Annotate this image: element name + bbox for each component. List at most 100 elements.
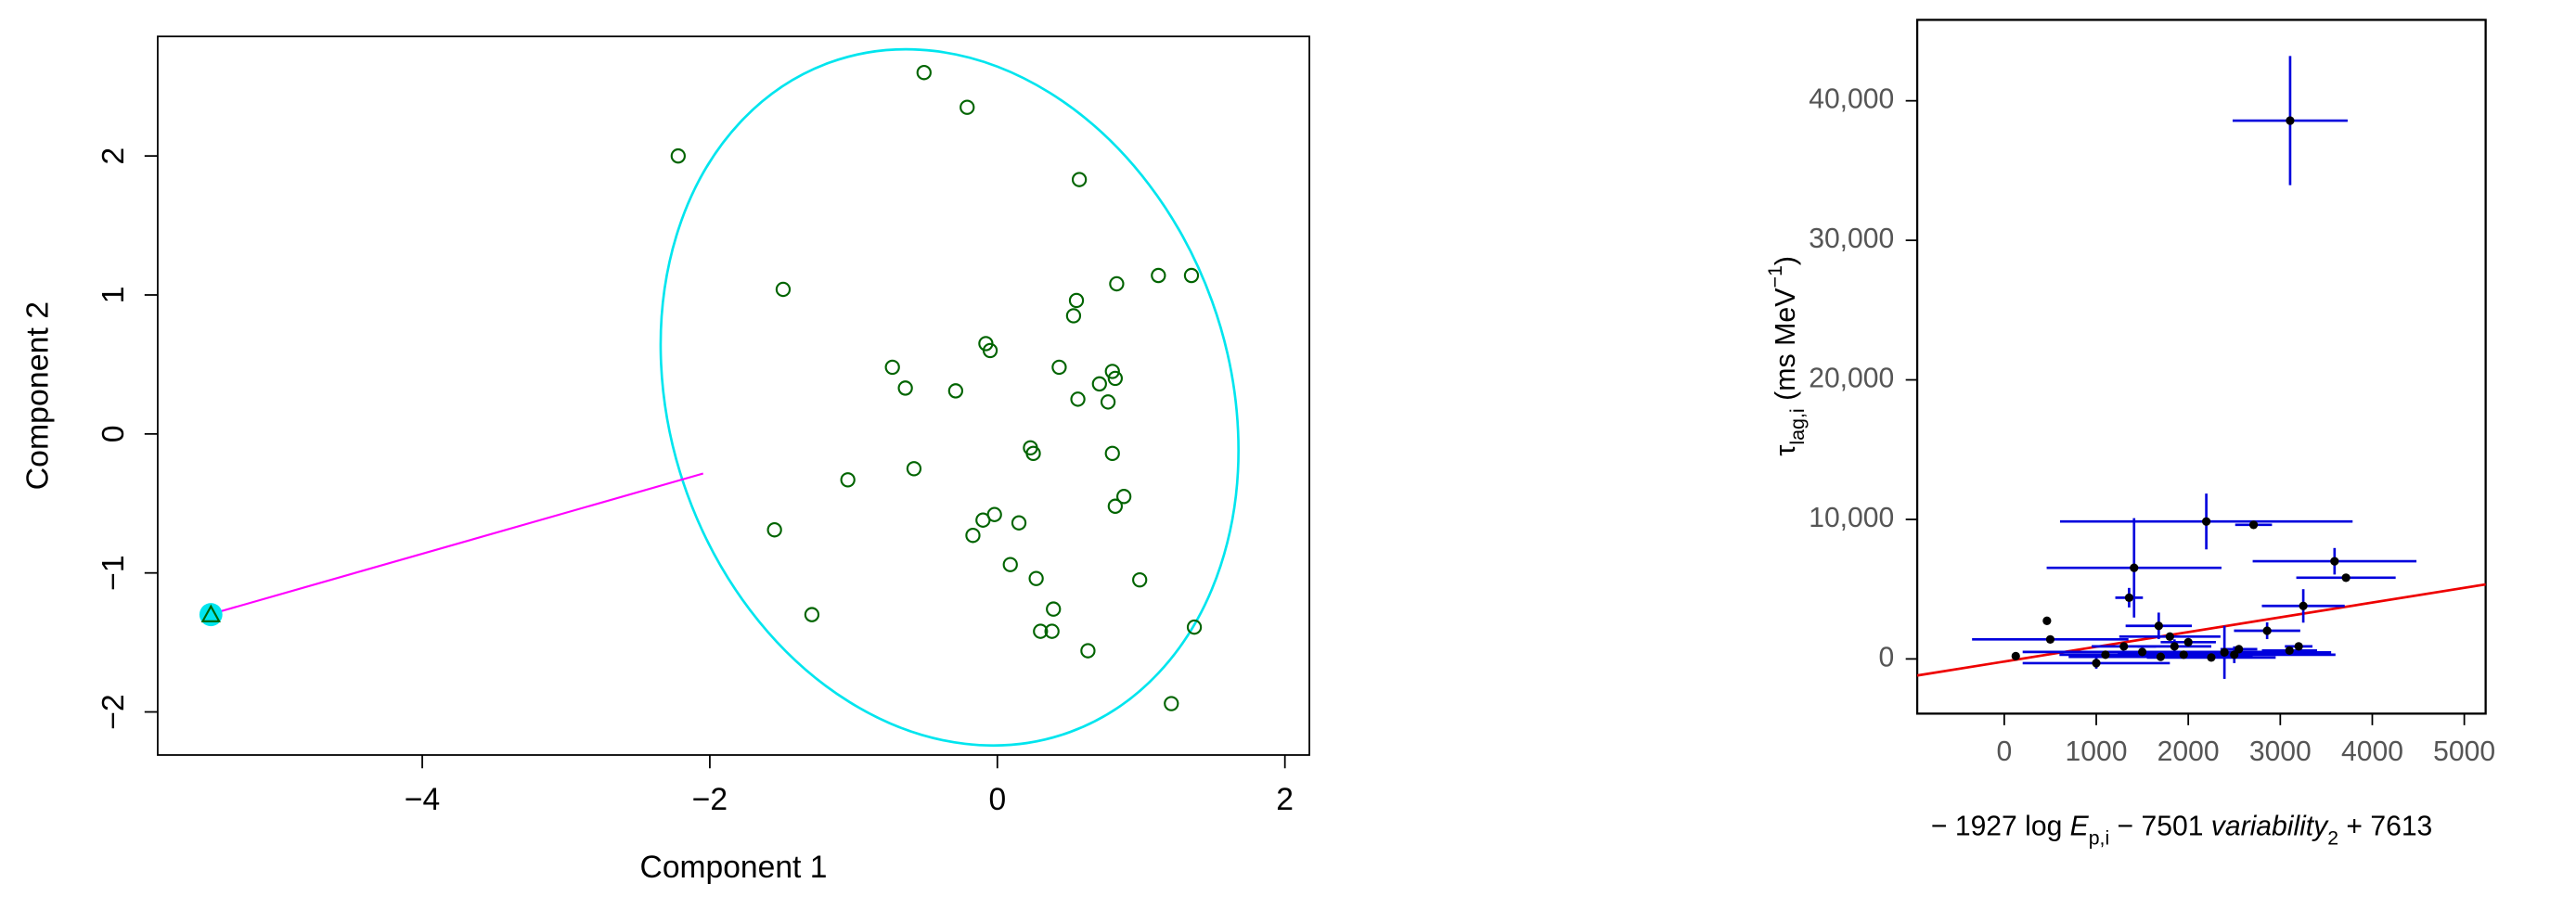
point [1025,445,1041,462]
y-tick-label: −1 [96,555,131,591]
x-tick-label: −2 [692,782,728,817]
point [2137,647,2147,657]
point [2341,573,2351,583]
regression-panel: 0 1000 2000 3000 4000 5000 0 10,000 20,000 30,000… [1764,19,2495,849]
pca-panel: −4 −2 0 2 −2 −1 0 1 2 Component 1 Component 2 [19,35,1310,885]
point [2165,632,2174,641]
y-tick-label: 2 [96,147,131,165]
point [975,512,991,528]
point [1002,557,1018,572]
x-axis-label: Component 1 [640,850,828,885]
y-axis-label: Component 2 [19,301,55,491]
point [2124,593,2134,602]
point [670,147,686,164]
point [2285,646,2294,656]
point [1104,364,1120,379]
y-tick-label: −2 [96,694,131,730]
point [1100,394,1116,410]
x-tick-label: 2 [1276,782,1294,817]
point [2330,557,2339,566]
point [1164,696,1179,711]
x-tick-label: 3000 [2249,736,2312,767]
outlier-point [200,604,221,622]
point [982,342,998,359]
point [916,65,932,81]
y-tick-label: 10,000 [1809,503,1894,533]
point [1065,308,1082,324]
label-part: (ms MeV [1771,288,1801,409]
point [1132,571,1148,588]
plot-frame [157,35,1310,756]
confidence-ellipse [659,47,1240,748]
label-part: ) [1771,256,1801,265]
point [960,99,975,115]
point [1109,275,1125,292]
point [1070,391,1086,407]
point [947,383,964,399]
label-part: + 7613 [2338,811,2432,841]
point [1116,489,1132,505]
point [897,380,913,396]
y-tick-label: 1 [96,287,131,304]
point [1080,643,1096,659]
label-part: 2 [2327,826,2338,849]
point [2154,621,2163,631]
axis-label: τlag,i (ms MeV−1) [1764,256,1809,456]
label-part: τ [1771,445,1801,456]
point [2183,637,2193,647]
point [1183,267,1200,284]
x-tick-label: −4 [405,782,440,817]
x-tick-label: 0 [1996,736,2012,767]
x-tick-label: 1000 [2066,736,2128,767]
label-part: p,i [2089,826,2109,849]
label-part: E [2070,811,2090,841]
point [884,359,900,376]
point [1044,623,1060,639]
label-part: variability [2211,811,2329,841]
label-part: − 7501 [2109,811,2211,841]
point [2092,659,2101,668]
point [1107,498,1123,514]
point [1107,370,1123,387]
plot-frame [1915,19,2487,715]
point [840,472,856,488]
point [2042,616,2052,625]
point [906,461,922,477]
point [2201,517,2211,526]
point [2119,642,2129,651]
label-part: − 1927 log [1931,811,2070,841]
point [1151,267,1166,284]
x-tick-label: 5000 [2433,736,2495,767]
point [2011,651,2020,661]
y-tick-label: 30,000 [1809,224,1894,254]
point [1186,619,1203,635]
point [1028,570,1044,586]
point [1033,623,1049,639]
label-part: lag,i [1786,408,1809,444]
point [1068,292,1085,309]
point [2101,650,2110,659]
point [965,528,981,544]
y-tick-label: 40,000 [1809,84,1894,115]
fit-line [1916,583,2486,677]
axis-label: − 1927 log Ep,i − 7501 variability2 + 76… [1931,811,2432,849]
point [2286,116,2295,125]
y-tick-label: 0 [1879,642,1895,672]
point [2170,642,2179,651]
point [1104,445,1120,462]
point [1011,515,1027,531]
point [2262,626,2272,635]
point [804,607,820,622]
point [2156,652,2166,661]
point [1046,601,1062,617]
point [1071,172,1088,187]
label-part: −1 [1764,265,1786,288]
x-tick-label: 0 [988,782,1006,817]
point [2294,642,2303,651]
point [1091,376,1107,392]
point [2207,653,2216,662]
distance-line [210,472,704,616]
point [775,281,792,298]
point [2299,601,2308,610]
